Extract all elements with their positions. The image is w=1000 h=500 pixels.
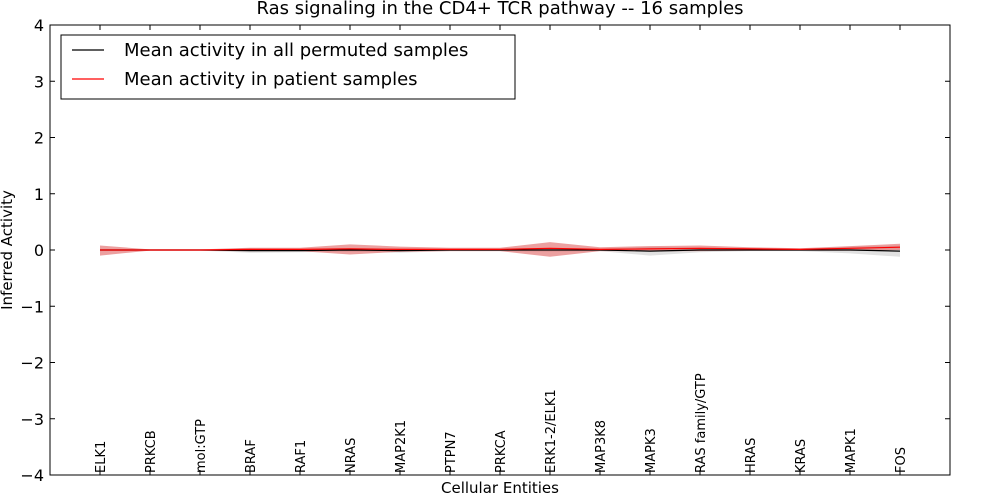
y-tick-label: −1 — [20, 297, 44, 316]
y-tick-label: −2 — [20, 354, 44, 373]
x-tick-label: MAPK1 — [844, 428, 859, 473]
y-axis-label: Inferred Activity — [0, 190, 16, 310]
x-tick-label: ERK1-2/ELK1 — [544, 389, 559, 473]
line-patient — [100, 246, 901, 251]
y-axis: −4 −3 −2 −1 0 1 2 3 4 — [20, 16, 950, 485]
x-tick-label: BRAF — [244, 439, 259, 473]
x-tick-label: NRAS — [344, 438, 359, 473]
x-tick-label: RAF1 — [294, 440, 309, 473]
legend-box — [60, 34, 516, 100]
y-tick-label: 1 — [34, 185, 44, 204]
x-tick-label: RAS family/GTP — [694, 373, 709, 473]
x-tick-label: FOS — [894, 447, 909, 473]
x-tick-label: MAP2K1 — [394, 420, 409, 473]
x-axis-label: Cellular Entities — [441, 479, 559, 497]
legend: Mean activity in all permuted samples Me… — [60, 34, 516, 100]
series-lines — [100, 246, 901, 252]
y-tick-label: 0 — [34, 241, 44, 260]
x-tick-label: mol:GTP — [194, 419, 209, 473]
x-tick-label: PRKCA — [494, 430, 509, 473]
band-permuted — [100, 245, 900, 257]
x-tick-label: MAP3K8 — [594, 420, 609, 473]
x-tick-label: HRAS — [744, 438, 759, 473]
y-tick-label: −4 — [20, 466, 44, 485]
x-tick-labels: ELK1 PRKCB mol:GTP BRAF RAF1 NRAS MAP2K1 PTPN7 P… — [94, 25, 909, 475]
y-tick-label: 4 — [34, 16, 44, 35]
y-tick-label: −3 — [20, 410, 44, 429]
x-tick-label: PRKCB — [144, 430, 159, 473]
chart-title: Ras signaling in the CD4+ TCR pathway --… — [256, 0, 743, 19]
y-tick-label: 3 — [34, 72, 44, 91]
y-tick-label: 2 — [34, 129, 44, 148]
x-tick-label: PTPN7 — [444, 431, 459, 473]
x-tick-label: KRAS — [794, 439, 809, 473]
legend-label-permuted: Mean activity in all permuted samples — [124, 40, 468, 61]
x-tick-label: ELK1 — [94, 441, 109, 473]
x-tick-label: MAPK3 — [644, 428, 659, 473]
legend-label-patient: Mean activity in patient samples — [124, 69, 418, 90]
